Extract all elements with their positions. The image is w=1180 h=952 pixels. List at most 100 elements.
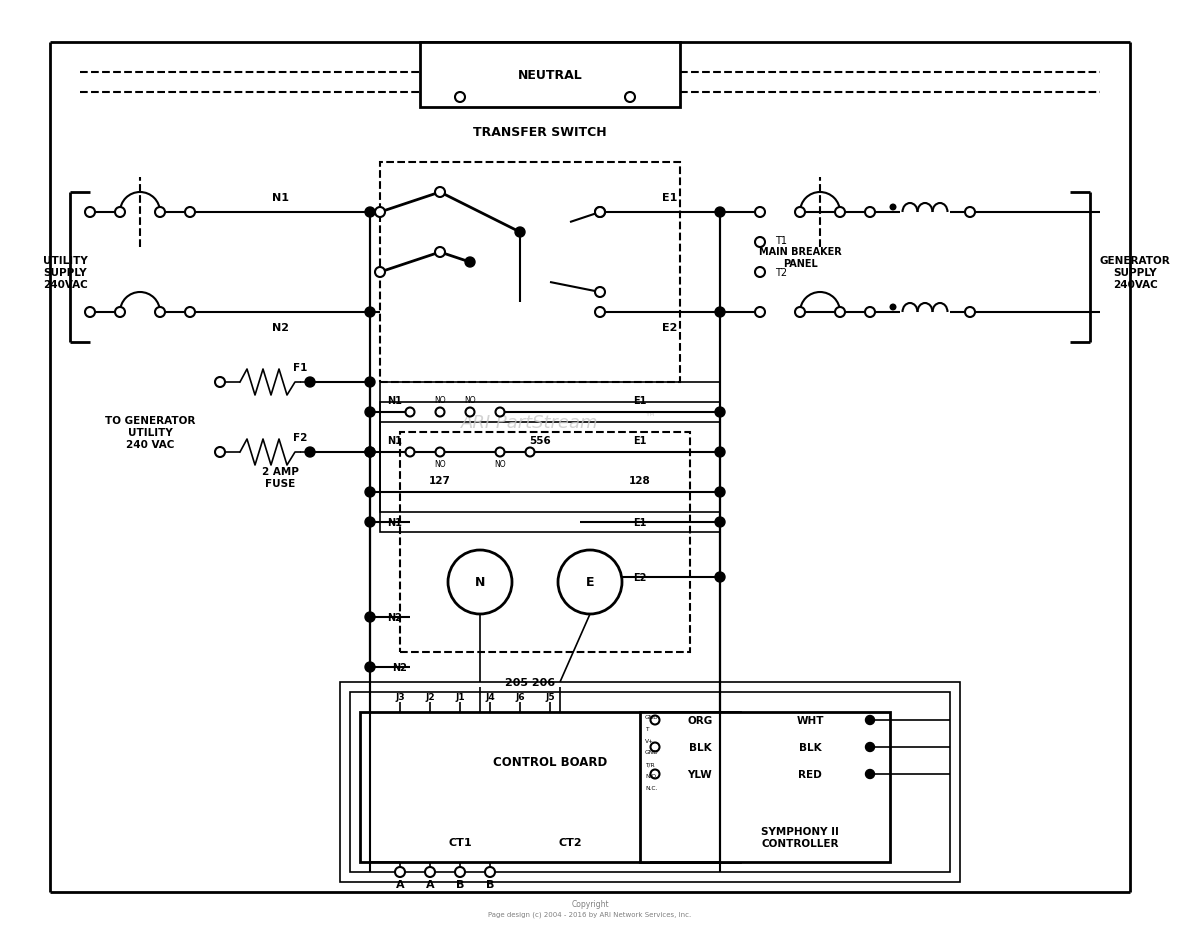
Circle shape	[365, 407, 375, 418]
Circle shape	[865, 769, 874, 779]
Circle shape	[795, 307, 805, 318]
Circle shape	[715, 208, 725, 218]
Text: E: E	[585, 576, 595, 589]
Text: J1: J1	[455, 693, 465, 702]
Circle shape	[595, 208, 605, 218]
Circle shape	[865, 743, 874, 752]
Bar	[360, 712, 740, 863]
Text: N.C.: N.C.	[645, 785, 657, 791]
Text: TO GENERATOR
UTILITY
240 VAC: TO GENERATOR UTILITY 240 VAC	[105, 416, 195, 449]
Text: GND: GND	[645, 750, 658, 755]
Circle shape	[715, 572, 725, 583]
Circle shape	[375, 208, 385, 218]
Circle shape	[755, 268, 765, 278]
Text: 2 AMP
FUSE: 2 AMP FUSE	[262, 466, 299, 488]
Bar	[400, 432, 690, 652]
Circle shape	[365, 612, 375, 623]
Text: N1: N1	[387, 396, 402, 406]
Text: NO: NO	[434, 396, 446, 405]
Circle shape	[406, 448, 414, 457]
Bar	[420, 43, 680, 108]
Circle shape	[650, 769, 660, 779]
Text: T2: T2	[775, 268, 787, 278]
Circle shape	[865, 208, 876, 218]
Text: GND: GND	[645, 715, 658, 720]
Circle shape	[715, 518, 725, 527]
Circle shape	[365, 447, 375, 458]
Text: E2: E2	[634, 572, 647, 583]
Bar	[350, 692, 950, 872]
Text: CT1: CT1	[448, 837, 472, 847]
Text: NO: NO	[494, 460, 506, 469]
Text: N: N	[474, 576, 485, 589]
Text: E1: E1	[634, 396, 647, 406]
Text: CONTROL BOARD: CONTROL BOARD	[493, 756, 608, 768]
Circle shape	[425, 867, 435, 877]
Circle shape	[114, 208, 125, 218]
Text: N.O.: N.O.	[645, 774, 657, 779]
Text: B: B	[486, 879, 494, 889]
Text: NO: NO	[464, 396, 476, 405]
Text: GENERATOR
SUPPLY
240VAC: GENERATOR SUPPLY 240VAC	[1100, 256, 1171, 289]
Text: UTILITY
SUPPLY
240VAC: UTILITY SUPPLY 240VAC	[42, 256, 87, 289]
Circle shape	[155, 208, 165, 218]
Circle shape	[890, 205, 896, 210]
Circle shape	[435, 408, 445, 417]
Circle shape	[865, 716, 874, 724]
Circle shape	[715, 487, 725, 498]
Circle shape	[965, 307, 975, 318]
Circle shape	[455, 93, 465, 103]
Text: N2: N2	[271, 323, 288, 332]
Circle shape	[525, 448, 535, 457]
Text: E1: E1	[634, 518, 647, 527]
Circle shape	[514, 228, 525, 238]
Circle shape	[835, 208, 845, 218]
Circle shape	[715, 447, 725, 458]
Text: RED: RED	[798, 769, 822, 779]
Circle shape	[465, 258, 476, 268]
Circle shape	[365, 447, 375, 458]
Bar	[380, 163, 680, 383]
Text: 556: 556	[529, 436, 551, 446]
Circle shape	[215, 378, 225, 387]
Text: N1: N1	[387, 518, 402, 527]
Text: N2: N2	[393, 663, 407, 672]
Circle shape	[435, 448, 445, 457]
Text: N1: N1	[387, 436, 402, 446]
Bar	[380, 423, 720, 492]
Text: N2: N2	[387, 612, 402, 623]
Text: SYMPHONY II
CONTROLLER: SYMPHONY II CONTROLLER	[761, 826, 839, 848]
Circle shape	[304, 378, 315, 387]
Circle shape	[365, 518, 375, 527]
Text: J2: J2	[425, 693, 434, 702]
Text: E1: E1	[634, 436, 647, 446]
Text: NO: NO	[434, 460, 446, 469]
Circle shape	[650, 743, 660, 752]
Text: T1: T1	[775, 236, 787, 246]
Text: E1: E1	[662, 193, 677, 203]
Text: A: A	[395, 879, 405, 889]
Circle shape	[625, 93, 635, 103]
Text: MAIN BREAKER
PANEL: MAIN BREAKER PANEL	[759, 247, 841, 268]
Text: V+: V+	[645, 739, 654, 744]
Circle shape	[435, 248, 445, 258]
Circle shape	[435, 188, 445, 198]
Circle shape	[85, 208, 96, 218]
Text: J5: J5	[545, 693, 555, 702]
Circle shape	[406, 408, 414, 417]
Text: YLW: YLW	[688, 769, 713, 779]
Bar	[380, 383, 720, 532]
Circle shape	[755, 307, 765, 318]
Text: NEUTRAL: NEUTRAL	[518, 69, 583, 83]
Text: B: B	[455, 879, 464, 889]
Circle shape	[755, 208, 765, 218]
Text: 127: 127	[430, 475, 451, 486]
Bar	[340, 683, 961, 883]
Circle shape	[715, 307, 725, 318]
Text: J6: J6	[516, 693, 525, 702]
Text: J4: J4	[485, 693, 494, 702]
Bar	[380, 403, 720, 512]
Circle shape	[448, 550, 512, 614]
Circle shape	[835, 307, 845, 318]
Text: T: T	[645, 726, 649, 732]
